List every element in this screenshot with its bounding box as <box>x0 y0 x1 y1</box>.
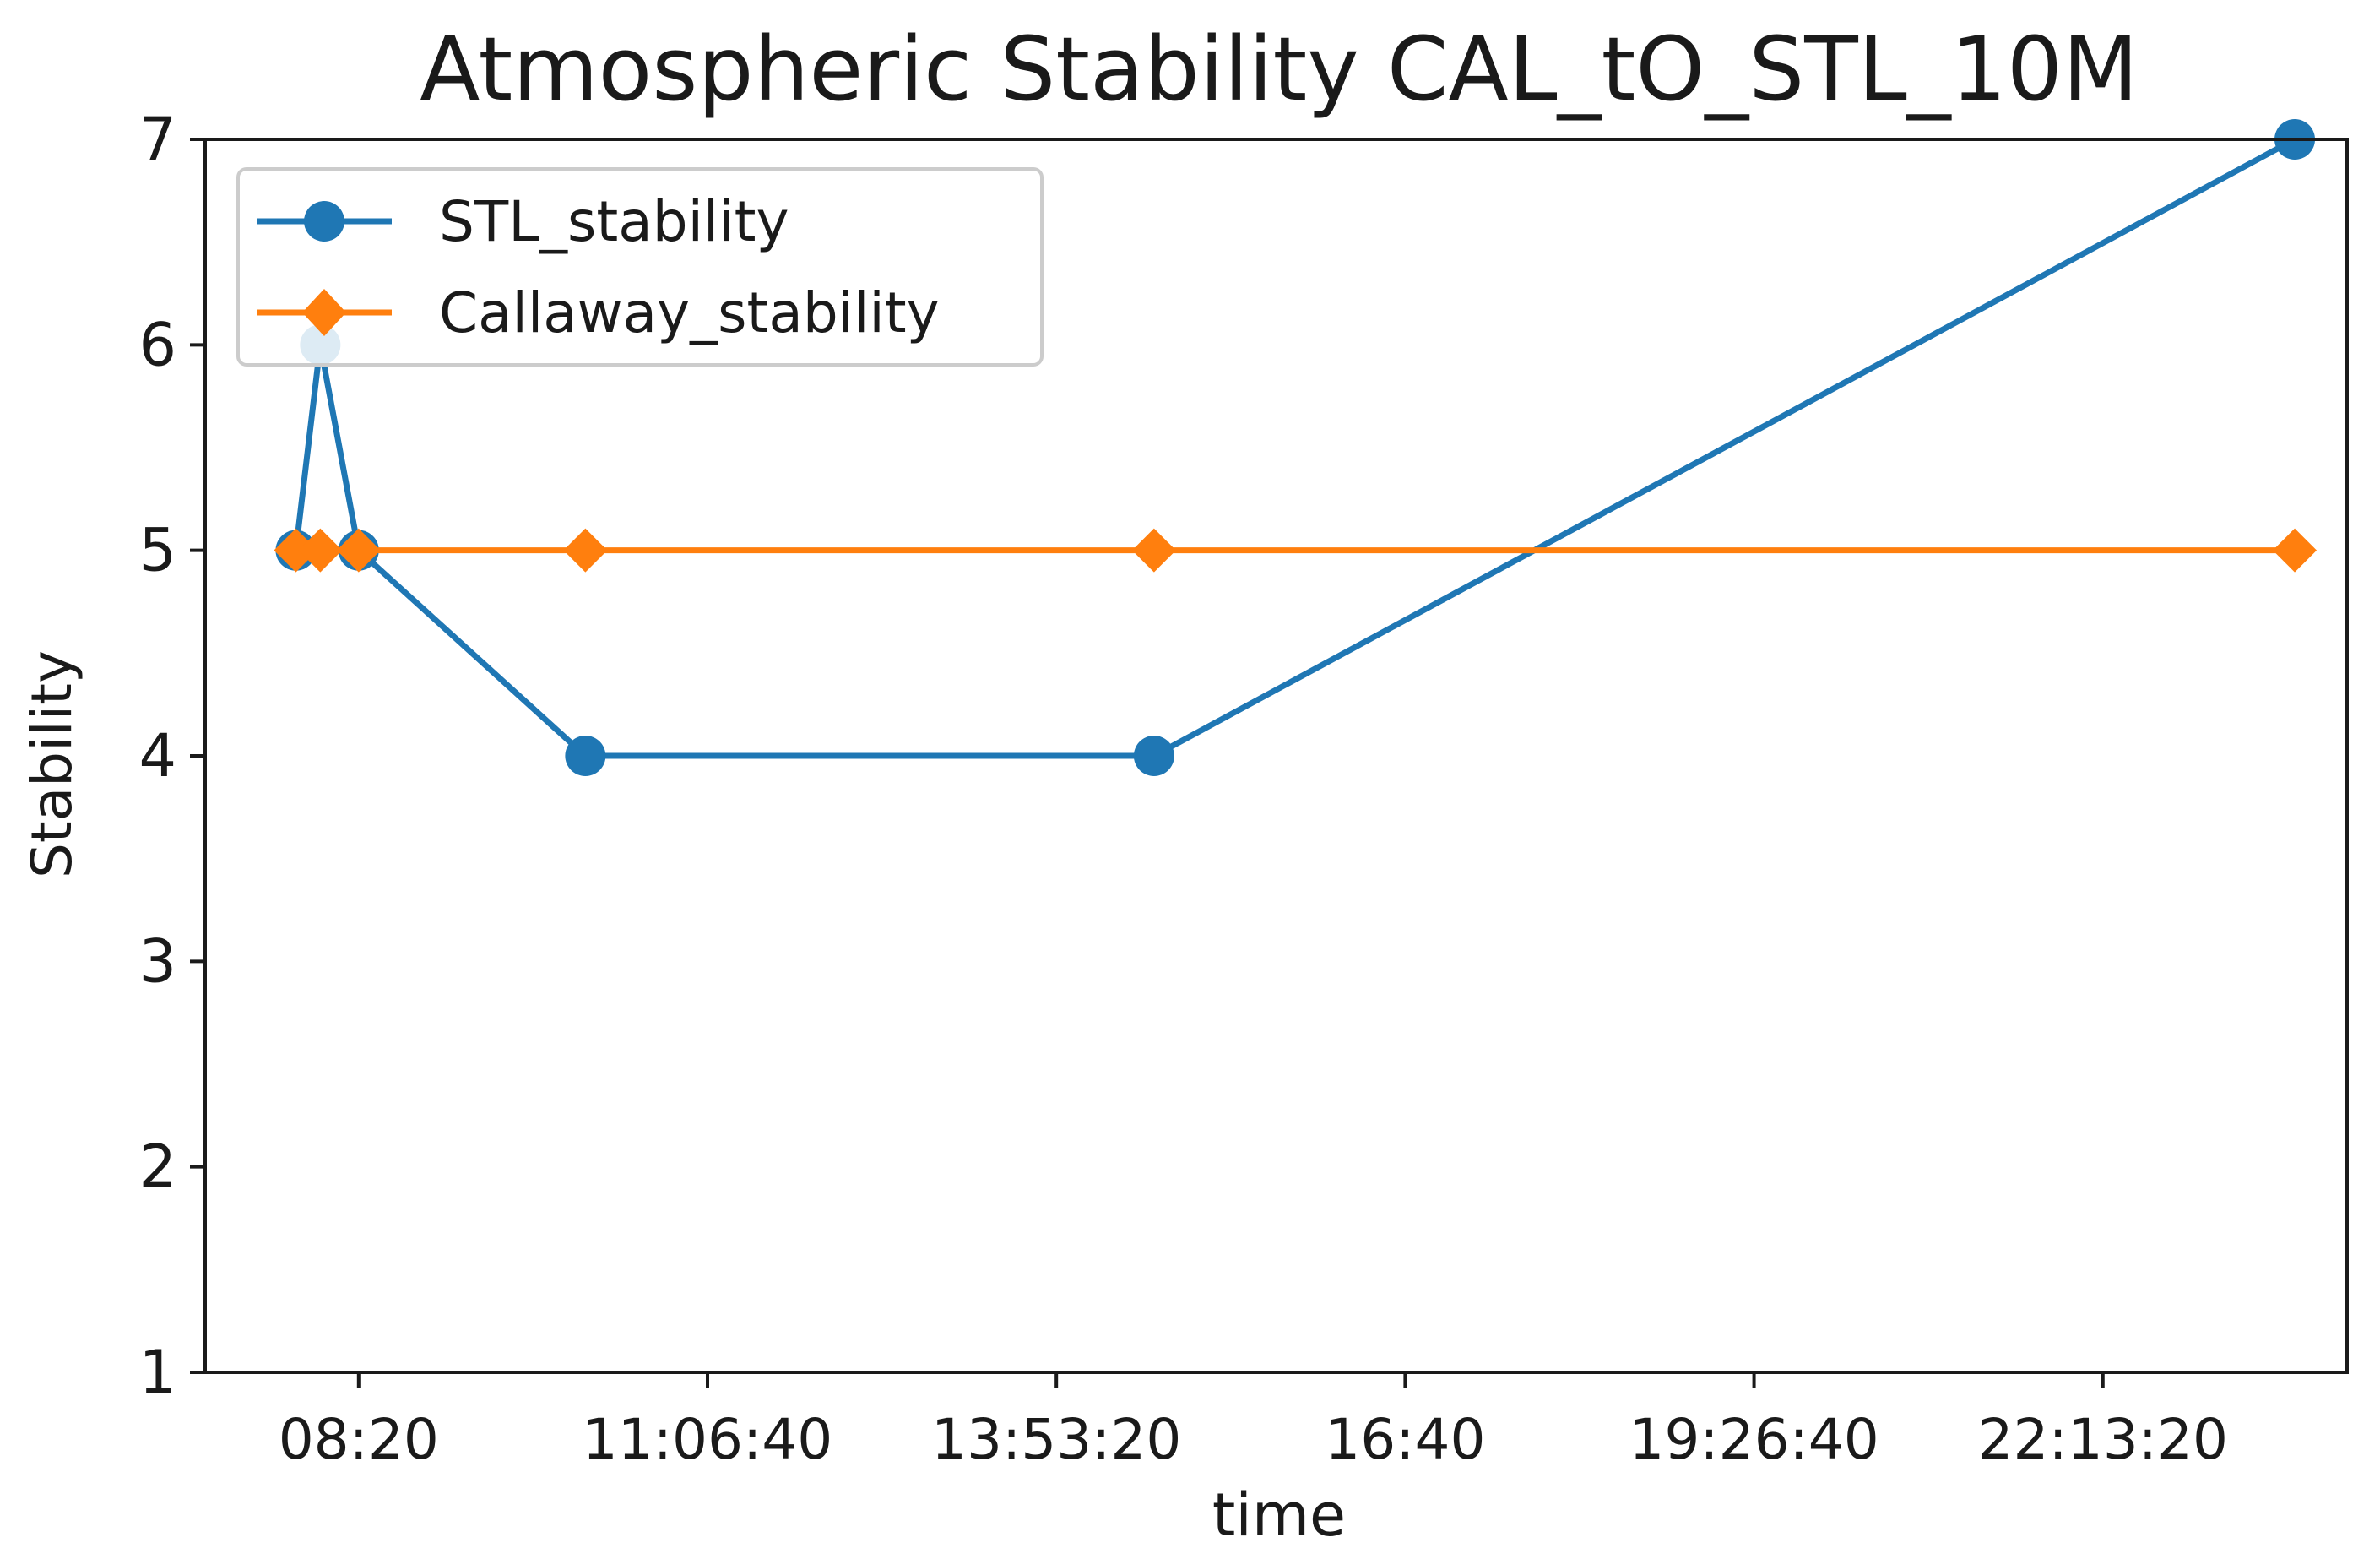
plot-frame <box>203 138 2349 1374</box>
legend-box <box>236 167 1044 367</box>
x-tick-label: 08:20 <box>279 1407 439 1472</box>
y-tick-label: 6 <box>138 310 176 379</box>
x-axis-label: time <box>1212 1480 1346 1550</box>
y-tick-label: 7 <box>138 105 176 174</box>
data-point-callaway-stability <box>336 528 381 573</box>
legend-marker-stl <box>304 201 344 242</box>
x-tick-label: 16:40 <box>1325 1407 1485 1472</box>
legend-label-callaway: Callaway_stability <box>439 280 940 345</box>
y-tick-label: 2 <box>138 1133 176 1202</box>
y-tick-label: 4 <box>138 721 176 790</box>
data-point-callaway-stability <box>563 528 608 573</box>
data-point-callaway-stability <box>274 528 318 573</box>
series-line-stl-stability <box>292 136 2296 759</box>
x-tick-label: 19:26:40 <box>1629 1407 1879 1472</box>
y-tick-label: 5 <box>138 516 176 585</box>
x-tick-label: 22:13:20 <box>1978 1407 2228 1472</box>
data-point-stl-stability <box>565 736 606 776</box>
x-tick-label: 11:06:40 <box>583 1407 832 1472</box>
y-ticks: 1 2 3 4 5 6 7 <box>138 105 205 1407</box>
x-tick-label: 13:53:20 <box>931 1407 1181 1472</box>
legend: STL_stability Callaway_stability <box>236 167 1044 367</box>
data-point-stl-stability <box>1133 736 1174 776</box>
x-ticks: 08:20 11:06:40 13:53:20 16:40 19:26:40 22:13:… <box>279 1372 2228 1472</box>
series-layer <box>274 119 2318 776</box>
data-point-callaway-stability <box>2273 528 2318 573</box>
y-axis-label: Stability <box>19 650 84 878</box>
y-tick-label: 3 <box>138 926 176 996</box>
legend-marker-callaway <box>302 289 346 336</box>
data-point-callaway-stability <box>1131 528 1176 573</box>
data-point-callaway-stability <box>298 528 343 573</box>
legend-label-stl: STL_stability <box>439 189 789 254</box>
y-tick-label: 1 <box>138 1338 176 1407</box>
chart-title: Atmospheric Stability CAL_tO_STL_10M <box>420 18 2139 121</box>
